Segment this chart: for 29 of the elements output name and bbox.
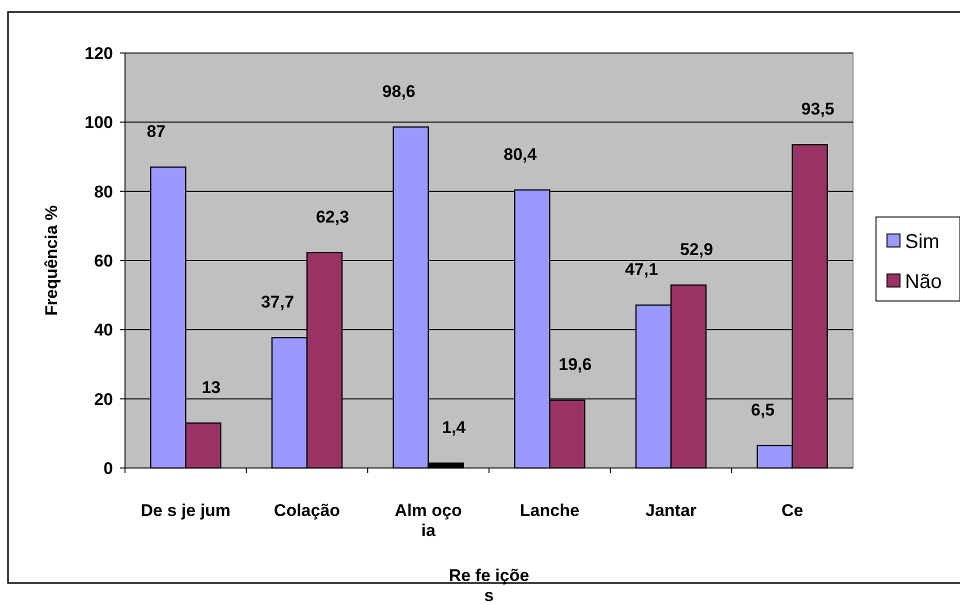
x-tick-label: De s je jum: [140, 501, 231, 520]
data-label: 1,4: [442, 418, 466, 438]
x-tick-label: Lanche: [520, 501, 580, 520]
x-tick-label: Ce: [781, 501, 804, 520]
y-tick-label: 40: [94, 320, 113, 340]
data-label: 47,1: [624, 260, 658, 280]
data-label: 80,4: [504, 144, 538, 164]
x-tick-label: Jantar: [645, 501, 697, 520]
data-label: 93,5: [801, 100, 834, 119]
data-label: 52,9: [680, 240, 714, 260]
data-label: 87: [146, 122, 166, 142]
y-tick-label: 20: [94, 390, 113, 409]
data-label: 6,5: [751, 400, 775, 420]
legend-label: Sim: [905, 231, 940, 253]
y-tick-label: 0: [104, 458, 113, 478]
data-label: 19,6: [558, 355, 592, 374]
data-label: 13: [202, 378, 221, 398]
y-tick-label: 120: [84, 44, 113, 63]
data-label: 98,6: [382, 82, 416, 102]
data-label: 37,7: [260, 292, 294, 312]
data-label: 62,3: [316, 208, 350, 227]
x-tick-label: Alm oço ia: [394, 501, 462, 540]
y-axis-title: Frequência %: [42, 205, 61, 316]
x-axis-title: Re fe içõe s: [448, 566, 530, 605]
x-tick-label: Colação: [274, 501, 340, 520]
y-tick-label: 100: [84, 113, 113, 132]
y-tick-label: 80: [94, 182, 113, 202]
legend-label: Não: [905, 271, 942, 293]
y-tick-label: 60: [94, 251, 113, 270]
